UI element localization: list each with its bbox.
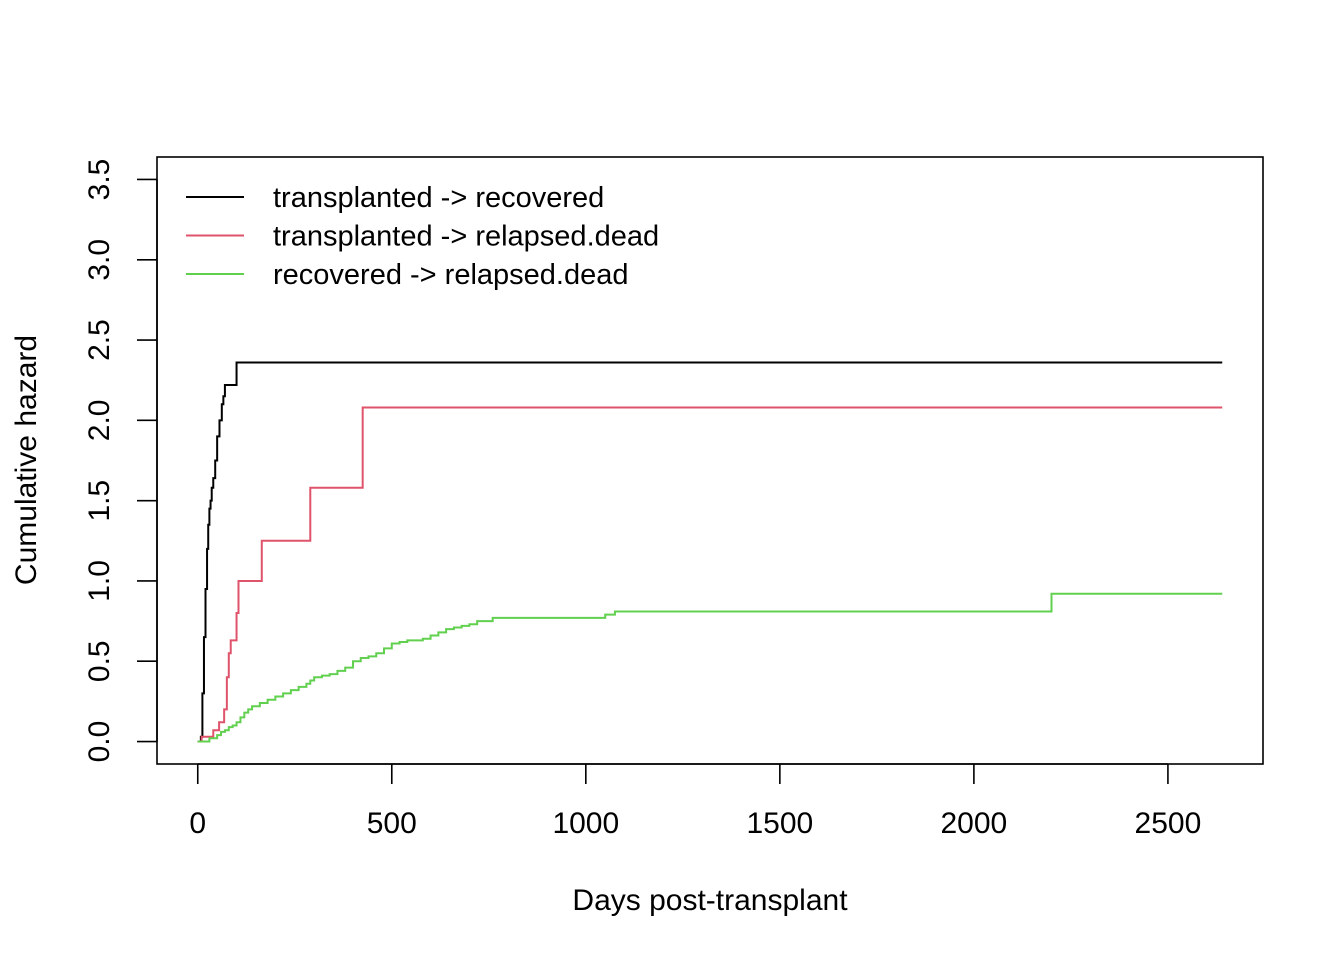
legend: transplanted -> recovered transplanted ->… — [186, 182, 659, 291]
series-line-2 — [197, 406, 1223, 743]
y-tick-label: 0.5 — [83, 640, 116, 682]
legend-label-1: transplanted -> recovered — [273, 182, 604, 214]
series-line-1 — [197, 361, 1223, 743]
x-tick-label: 2000 — [941, 807, 1008, 840]
y-tick-label: 1.0 — [83, 560, 116, 602]
x-axis-label: Days post-transplant — [572, 884, 848, 917]
legend-label-3: recovered -> relapsed.dead — [273, 259, 628, 291]
y-tick-label: 2.0 — [83, 399, 116, 441]
y-tick-label: 1.5 — [83, 480, 116, 522]
x-tick-label: 0 — [189, 807, 206, 840]
y-tick-label: 2.5 — [83, 319, 116, 361]
y-tick-label: 3.5 — [83, 159, 116, 201]
x-tick-label: 500 — [367, 807, 417, 840]
legend-label-2: transplanted -> relapsed.dead — [273, 221, 659, 253]
x-axis: 0 500 1000 1500 2000 2500 — [189, 763, 1202, 840]
series-line-3 — [197, 592, 1223, 743]
x-tick-label: 2500 — [1135, 807, 1202, 840]
series-group — [197, 361, 1223, 743]
y-axis: 0.0 0.5 1.0 1.5 2.0 2.5 3.0 3.5 — [83, 159, 158, 763]
x-tick-label: 1000 — [552, 807, 619, 840]
y-axis-label: Cumulative hazard — [10, 335, 43, 585]
y-tick-label: 0.0 — [83, 721, 116, 763]
y-tick-label: 3.0 — [83, 239, 116, 281]
x-tick-label: 1500 — [746, 807, 813, 840]
